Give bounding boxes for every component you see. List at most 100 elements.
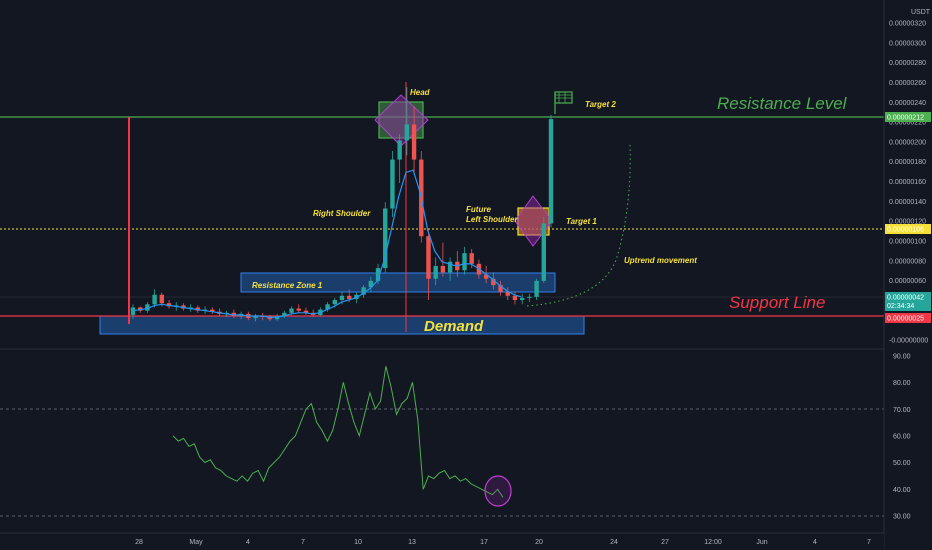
current-price-tag: 0.00000042 [887,295,924,302]
support-price-tag-bg [885,313,931,323]
candle-body [447,261,453,273]
date-axis-bg [0,533,884,550]
currency-label: USDT [911,9,931,16]
rsi-tick: 30.00 [893,514,911,521]
demand-label: Demand [424,318,484,335]
candle-body [296,308,301,311]
price-tick: 0.00000220 [889,120,926,127]
target1-price-tag-bg [885,224,931,234]
candle-body [491,278,496,286]
candle-body [375,268,381,281]
price-tick: 0.00000260 [889,80,926,87]
rsi-line [172,366,504,498]
candle-body [145,304,150,311]
date-tick: Jun [756,539,767,546]
price-tick: 0.00000140 [889,199,926,206]
target1-label: Target 1 [566,217,597,226]
date-tick: 20 [535,539,543,546]
candle-body [505,291,510,296]
rsi-panel [172,366,512,507]
date-tick: 27 [661,539,669,546]
price-axis-bg [884,0,932,550]
candle-body [469,253,474,264]
date-tick: 13 [408,539,416,546]
flag-checker [555,92,572,103]
overlay-layer: Resistance Level Support Line Demand Resist… [252,88,848,335]
rsi-tick: 90.00 [893,354,911,361]
right-shoulder-label: Right Shoulder [313,209,371,218]
rsi-tick: 50.00 [893,460,911,467]
date-tick: 12:00 [704,539,722,546]
resistance-zone-label: Resistance Zone 1 [252,281,323,290]
price-tick: 0.00000280 [889,60,926,67]
date-tick: 10 [354,539,362,546]
price-tick: 0.00000300 [889,40,926,47]
uptrend-label: Uptrend movement [624,256,697,265]
current-price-tag-bg [885,292,931,311]
resistance-level-label: Resistance Level [717,94,848,113]
candle-body [152,294,157,305]
demand-zone [99,315,585,335]
price-tick: 0.00000160 [889,179,926,186]
countdown-tag: 02:34:34 [887,303,914,310]
future-label: Future [466,205,491,214]
candle-body [303,310,309,313]
target2-label: Target 2 [585,100,616,109]
candle-body [527,296,532,298]
candle-body [512,295,518,301]
date-tick: 4 [246,539,250,546]
candle-body [339,295,345,301]
date-tick: 7 [867,539,871,546]
date-tick: 24 [610,539,618,546]
price-tick: 0.00000120 [889,219,926,226]
grid [0,296,884,517]
price-tick: 0.00000060 [889,278,926,285]
support-line-label: Support Line [729,293,825,312]
rsi-tick: 70.00 [893,407,911,414]
candle-body [498,285,503,292]
left-shoulder-label: Left Shoulder [466,215,518,224]
candle-body [483,274,489,279]
price-tick: 0.00000100 [889,238,926,245]
candle-body [426,236,431,279]
rsi-tick: 40.00 [893,487,911,494]
rsi-tick: 60.00 [893,434,911,441]
rsi-tick: 80.00 [893,380,911,387]
candle-body [361,287,366,295]
price-tick: 0.00000080 [889,258,926,265]
candle-body [282,312,287,316]
rsi-highlight-circle [484,475,512,507]
candle-body [383,208,388,269]
head-label: Head [410,88,431,97]
candle-body [130,307,136,315]
price-tick: -0.00000000 [889,338,928,345]
price-tick: 0.00000180 [889,159,926,166]
candle-body [347,295,352,299]
date-tick: 7 [301,539,305,546]
candle-body [397,140,402,160]
candle-body [332,300,337,305]
candle-body [519,297,525,301]
candle-body [267,317,273,320]
date-tick: 28 [135,539,143,546]
resistance-price-tag-bg [885,112,931,122]
candle-body [411,124,417,160]
candle-body [289,308,294,313]
moving-average-line [132,169,522,318]
candle-body [404,124,410,141]
candle-body [325,304,330,310]
candle-body [440,265,446,273]
candle-body [541,223,546,281]
date-tick: 17 [480,539,488,546]
candle-body [159,294,165,304]
target1-price-tag: 0.00000106 [887,227,924,234]
future-shoulder-diamond [514,195,553,247]
resistance-price-tag: 0.00000212 [887,115,924,122]
candle-body [462,253,467,271]
candle-body [253,316,258,319]
candles-layer [130,87,554,322]
date-tick: 4 [813,539,817,546]
date-tick: May [189,539,203,546]
